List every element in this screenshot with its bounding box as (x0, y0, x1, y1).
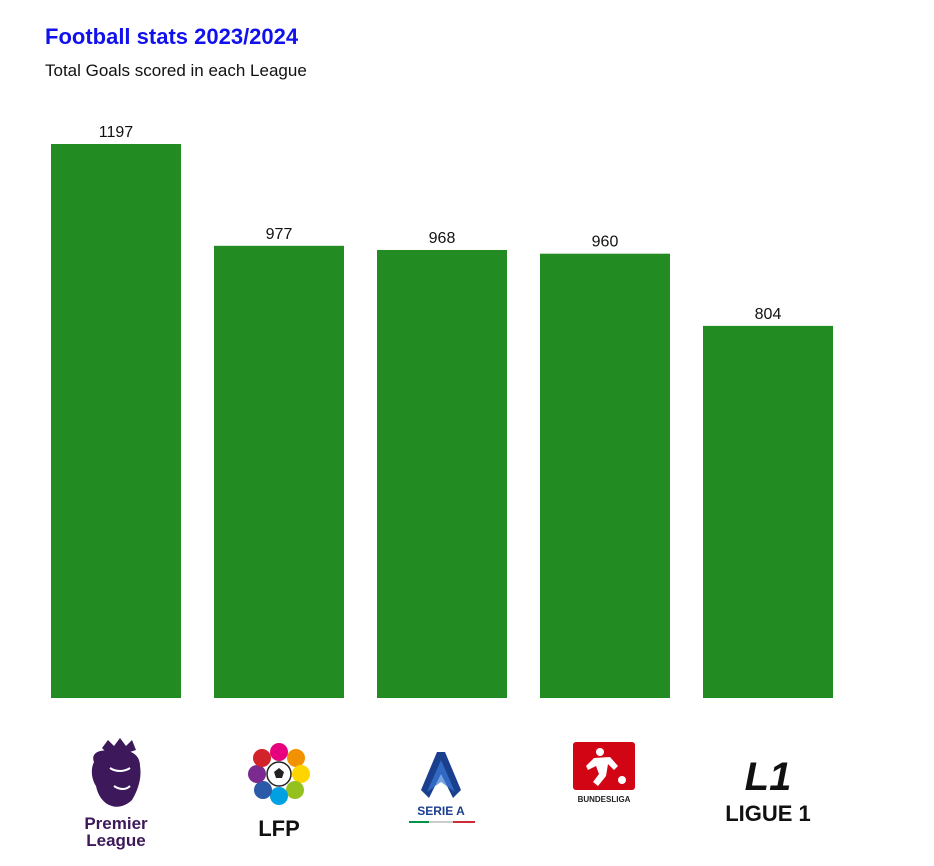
bar-premier-league (51, 144, 181, 698)
serie-a-wordmark: SERIE A (417, 804, 465, 818)
lfp-logo: LFP (248, 743, 310, 841)
chart-subtitle: Total Goals scored in each League (45, 61, 307, 80)
chart-title: Football stats 2023/2024 (45, 24, 299, 49)
premier-league-word-2: League (86, 831, 146, 850)
italian-flag-stripe-red (453, 821, 475, 823)
bars-group (51, 144, 833, 699)
ligue1-mark-icon: L1 (745, 755, 792, 799)
premier-league-logo: Premier League (84, 738, 148, 850)
lion-head-icon (91, 750, 141, 807)
italian-flag-stripe-green (409, 821, 429, 823)
value-label-lfp: 977 (266, 226, 293, 243)
lfp-wordmark: LFP (258, 816, 300, 841)
ligue1-wordmark: LIGUE 1 (725, 801, 811, 826)
value-label-serie-a: 968 (429, 230, 456, 247)
bundesliga-wordmark: BUNDESLIGA (578, 795, 631, 804)
value-label-bundesliga: 960 (592, 234, 619, 251)
lion-crown-icon (102, 738, 136, 752)
ligue1-logo: L1 LIGUE 1 (725, 755, 811, 826)
italian-flag-stripe-white (429, 821, 453, 823)
value-label-premier-league: 1197 (99, 124, 134, 141)
premier-league-word-1: Premier (84, 814, 148, 833)
bar-bundesliga (540, 253, 670, 699)
bundesliga-logo: BUNDESLIGA (573, 742, 635, 804)
bar-serie-a (377, 249, 507, 698)
bundesliga-player-icon (586, 748, 626, 786)
serie-a-logo: SERIE A (409, 752, 475, 823)
lfp-petals-icon (248, 743, 310, 805)
bar-ligue-1 (703, 325, 833, 698)
bar-lfp (214, 245, 344, 698)
value-labels-group: 1197 977 968 960 804 (99, 124, 782, 323)
value-label-ligue-1: 804 (755, 306, 782, 323)
